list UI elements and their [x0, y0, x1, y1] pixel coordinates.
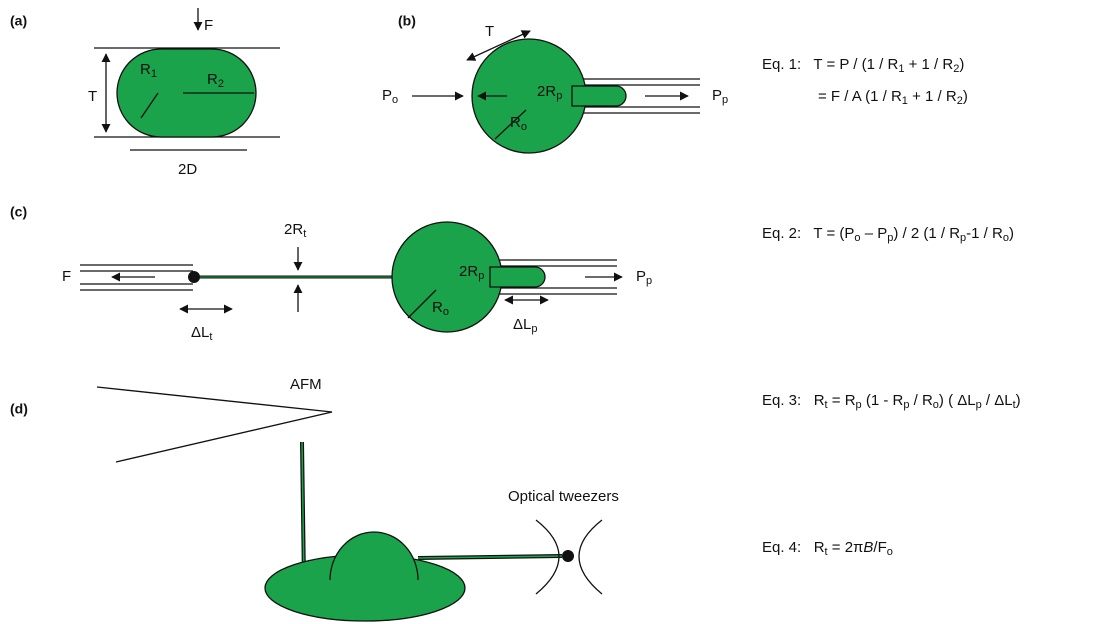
subscript: p: [531, 323, 537, 335]
label: Optical tweezers: [508, 488, 619, 505]
text-run: R: [140, 61, 151, 78]
text-run: 2R: [284, 221, 303, 238]
text-run: 2R: [537, 83, 556, 100]
text-run: P: [712, 87, 722, 104]
subscript: 1: [151, 68, 157, 80]
text-run: / ΔL: [982, 392, 1013, 409]
subscript: o: [887, 546, 893, 558]
subscript: p: [722, 94, 728, 106]
bead: [188, 271, 200, 283]
dome: [330, 532, 418, 580]
text-run: /F: [873, 539, 886, 556]
text-run: ): [959, 56, 964, 73]
equation: = F / A (1 / R1 + 1 / R2): [818, 88, 968, 107]
text-run: ΔL: [191, 324, 209, 341]
text-run: Eq. 3: R: [762, 392, 825, 409]
label: Po: [382, 87, 398, 106]
panel-a: (a) F T R1 R2 2D: [10, 8, 280, 178]
figure: (a) F T R1 R2 2D (b) Pp Po 2Rp Ro T (c) …: [0, 0, 1096, 624]
equations: Eq. 1: T = P / (1 / R1 + 1 / R2) = F / A…: [762, 56, 1021, 558]
text-run: ) ( ΔL: [939, 392, 976, 409]
text-run: = F / A (1 / R: [818, 88, 902, 105]
subscript: 2: [218, 78, 224, 90]
equation: Eq. 4: Rt = 2πB/Fo: [762, 539, 893, 558]
text-run: R: [432, 299, 443, 316]
panel-label: (a): [10, 13, 27, 29]
text-run: (1 - R: [862, 392, 904, 409]
text-run: ): [1016, 392, 1021, 409]
equation: Eq. 3: Rt = Rp (1 - Rp / Ro) ( ΔLp / ΔLt…: [762, 392, 1021, 411]
panel-label: (b): [398, 13, 416, 29]
tongue: [572, 86, 626, 106]
label: T: [485, 23, 494, 40]
label: F: [62, 268, 71, 285]
text-run: Eq. 4: R: [762, 539, 825, 556]
text-run: 2R: [459, 263, 478, 280]
cantilever: [116, 412, 332, 462]
label: T: [88, 88, 97, 105]
subscript: o: [392, 94, 398, 106]
text-run: P: [382, 87, 392, 104]
text-run: Eq. 1: T = P / (1 / R: [762, 56, 898, 73]
label: ΔLp: [513, 316, 538, 335]
text-run: + 1 / R: [904, 56, 953, 73]
text-run: = 2π: [828, 539, 864, 556]
panel-b: (b) Pp Po 2Rp Ro T: [382, 13, 728, 153]
beam: [579, 520, 602, 594]
equation: Eq. 1: T = P / (1 / R1 + 1 / R2): [762, 56, 964, 75]
label: F: [204, 17, 213, 34]
text-run: ΔL: [513, 316, 531, 333]
text-run: B: [863, 539, 873, 556]
text-run: ) / 2 (1 / R: [893, 225, 960, 242]
text-run: R: [207, 71, 218, 88]
text-run: + 1 / R: [908, 88, 957, 105]
text-run: R: [510, 114, 521, 131]
panel-label: (d): [10, 401, 28, 417]
subscript: o: [521, 121, 527, 133]
panel-d: (d) AFM Optical tweezers: [10, 376, 619, 621]
text-run: ): [963, 88, 968, 105]
text-run: / R: [909, 392, 933, 409]
text-run: P: [636, 268, 646, 285]
text-run: -1 / R: [966, 225, 1003, 242]
subscript: p: [478, 270, 484, 282]
label: ΔLt: [191, 324, 212, 343]
label: 2D: [178, 161, 197, 178]
bead: [562, 550, 574, 562]
subscript: p: [646, 275, 652, 287]
label: Pp: [712, 87, 728, 106]
text-run: ): [1009, 225, 1014, 242]
label: 2Rt: [284, 221, 306, 240]
subscript: o: [443, 306, 449, 318]
subscript: p: [556, 90, 562, 102]
label: Pp: [636, 268, 652, 287]
text-run: – P: [861, 225, 888, 242]
subscript: t: [209, 331, 212, 343]
text-run: Eq. 2: T = (P: [762, 225, 854, 242]
tongue: [490, 267, 545, 287]
text-run: = R: [828, 392, 856, 409]
equation: Eq. 2: T = (Po – Pp) / 2 (1 / Rp-1 / Ro): [762, 225, 1014, 244]
panel-label: (c): [10, 204, 27, 220]
subscript: t: [303, 228, 306, 240]
panel-c: (c) F 2Rt Pp 2Rp Ro ΔLt ΔLp: [10, 204, 652, 343]
label: AFM: [290, 376, 322, 393]
